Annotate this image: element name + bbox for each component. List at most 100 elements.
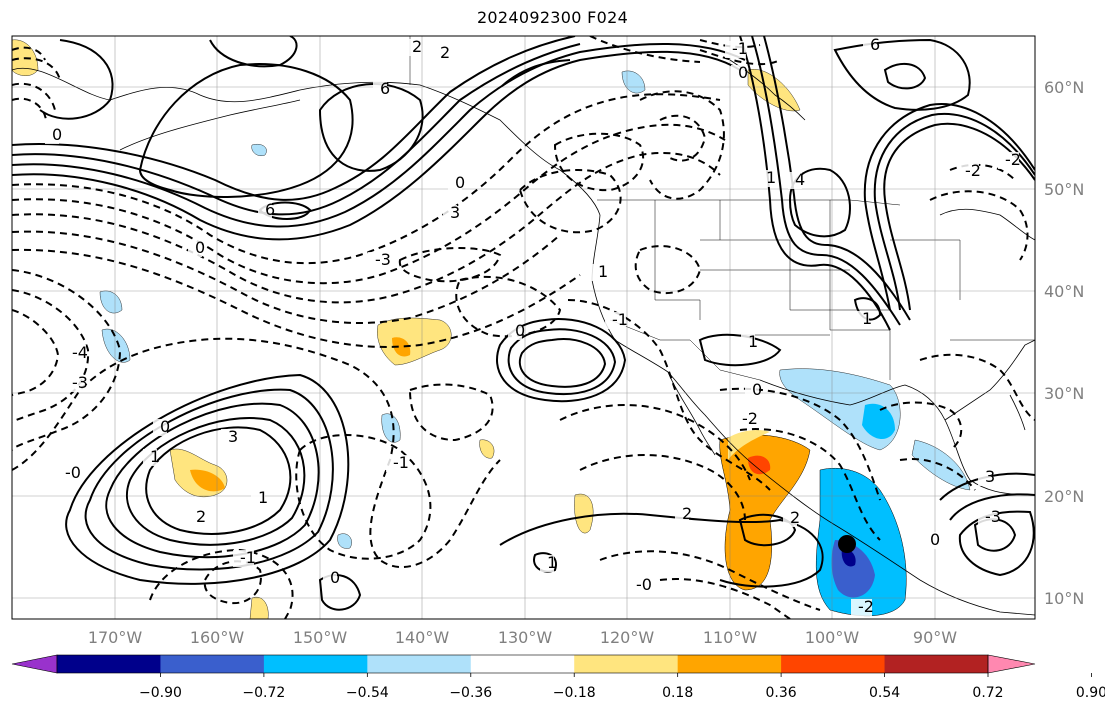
contour-label-bg [978,469,992,486]
contour-label-bg [386,455,407,472]
contour-label: 3 [228,427,238,446]
contour-label-bg [258,202,272,219]
contour-label-bg [153,419,167,436]
lon-label: 90°W [913,628,957,647]
contour-label: -1 [240,548,256,567]
contour-label: 0 [52,125,62,144]
shade-red-core [748,455,771,475]
contour-label-bg [998,152,1019,169]
contour-label: 1 [258,488,268,507]
lon-label: 170°W [88,628,143,647]
lon-label: 130°W [498,628,553,647]
coast-east-us [944,339,1035,421]
contour-label-bg [188,240,202,257]
lon-label: 120°W [600,628,655,647]
map-frame [11,35,1036,620]
contour-label-bg [958,163,979,180]
contour-label: 0 [330,568,340,587]
contour-label: 2 [412,37,422,56]
lat-label: 60°N [1044,78,1084,97]
colorbar-tick-label: 0.18 [662,685,693,701]
contour-label: -1 [732,39,748,58]
contour-label: 0 [752,380,762,399]
colorbar-tick-label: 0.90 [1076,685,1105,701]
contour-label-bg [65,345,86,362]
colorbar-segment [367,655,472,673]
contour-label: -2 [742,409,758,428]
shade-lightblue-4 [621,70,646,94]
contour-label-bg [591,264,605,281]
colorbar-segment [263,655,368,673]
contour-label-bg [855,311,869,328]
contour-label: -0 [65,463,81,482]
storm-center-marker [838,535,856,553]
contour-label-bg [508,323,522,340]
contour-label: -2 [858,597,874,616]
lat-label: 40°N [1044,282,1084,301]
contour-label: 1 [862,309,872,328]
shade-yellow-westpac [377,317,452,366]
contour-label-bg [863,37,877,54]
contour-label-bg [923,532,937,549]
contour-label: 2 [440,43,450,62]
shaded-anomaly-fields [12,39,971,619]
shade-yellow-rim [728,430,770,460]
latitude-labels: 60°N 50°N 40°N 30°N 20°N 10°N [1044,78,1084,608]
contour-label: -1 [393,453,409,472]
contour-label-bg [731,65,745,82]
contour-label-bg [629,577,650,594]
contour-label-bg [433,45,447,62]
contour-label-bg [745,382,759,399]
lon-label: 140°W [395,628,450,647]
contour-label: 3 [450,203,460,222]
colorbar-tick-label: 0.36 [766,685,797,701]
colorbar-extend-min [11,654,58,674]
contour-label-bg [405,39,419,56]
map-title: 2024092300 F024 [476,8,629,27]
positive-contours [12,36,1035,611]
lat-label: 20°N [1044,487,1084,506]
negative-contours [12,36,1035,619]
shade-lightblue-5 [251,144,267,156]
coast-west-na [591,214,1035,616]
contour-label: -2 [1005,150,1021,169]
contour-label-bg [788,172,802,189]
shade-lightblue-6 [337,533,352,549]
shade-orange-westpac [392,337,411,357]
contour-label: -1 [612,310,628,329]
colorbar-segment [781,655,886,673]
shade-lightblue-3 [381,413,401,443]
contour-label-bg [443,205,457,222]
contour-label-bg [675,506,689,523]
contour-label-bg [221,429,235,446]
colorbar-tick-label: −0.90 [139,685,182,701]
contour-label-bg [735,411,756,428]
contour-label-bg [783,510,797,527]
contour-label: -3 [375,250,391,269]
contour-label: 1 [598,262,608,281]
shade-blue-texas [862,403,895,440]
colorbar-segment [677,655,782,673]
shade-yellow-small2 [479,439,495,459]
contour-label-bg [58,465,79,482]
contour-label: 2 [196,507,206,526]
longitude-labels: 170°W 160°W 150°W 140°W 130°W 120°W 110°W 100°W… [88,628,957,647]
lon-label: 150°W [293,628,348,647]
colorbar-tick-label: −0.54 [346,685,389,701]
contour-label: 2 [682,504,692,523]
colorbar-tick-label: −0.36 [449,685,492,701]
contour-label: -3 [985,507,1001,526]
colorbar-segment [160,655,265,673]
contour-label-bg [759,170,773,187]
contour-label: 6 [265,200,275,219]
colorbar-tick-label: −0.72 [242,685,285,701]
colorbar-tick-label: 0.72 [972,685,1003,701]
contour-label: 0 [455,173,465,192]
shade-orange-hawaii [190,469,225,492]
contour-label: 1 [748,332,758,351]
graticule [12,36,1035,619]
lon-label: 100°W [805,628,860,647]
